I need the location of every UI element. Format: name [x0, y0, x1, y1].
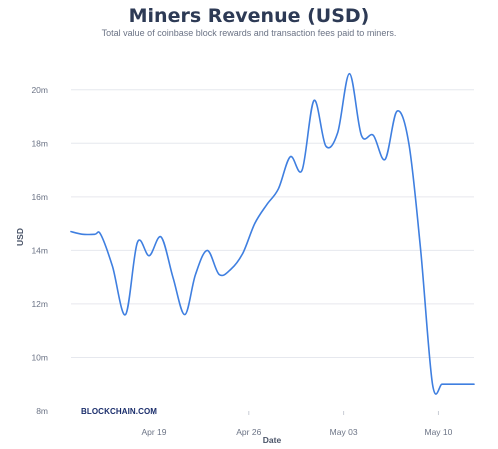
chart-subtitle: Total value of coinbase block rewards an…: [102, 28, 397, 38]
series-layer: [70, 72, 475, 395]
x-axis-label: Date: [263, 435, 282, 445]
y-tick-label: 14m: [31, 245, 48, 255]
y-axis-label: USD: [15, 228, 25, 246]
blockchain-watermark: BLOCKCHAIN.COM: [81, 407, 157, 416]
y-tick-label: 8m: [36, 406, 48, 416]
y-tick-label: 12m: [31, 299, 48, 309]
y-axis-ticks: 8m 10m 12m 14m 16m 18m 20m: [31, 85, 48, 416]
revenue-line: [70, 72, 475, 395]
x-tick-label: Apr 19: [141, 427, 166, 437]
chart-title: Miners Revenue (USD): [129, 5, 370, 27]
y-tick-label: 20m: [31, 85, 48, 95]
y-tick-label: 16m: [31, 192, 48, 202]
x-tick-label: May 03: [330, 427, 358, 437]
y-tick-label: 18m: [31, 138, 48, 148]
grid-lines: [71, 89, 474, 358]
x-tick-label: May 10: [425, 427, 453, 437]
y-tick-label: 10m: [31, 352, 48, 362]
x-tick-label: Apr 26: [236, 427, 261, 437]
x-axis-ticks: Apr 19 Apr 26 May 03 May 10: [141, 411, 453, 437]
